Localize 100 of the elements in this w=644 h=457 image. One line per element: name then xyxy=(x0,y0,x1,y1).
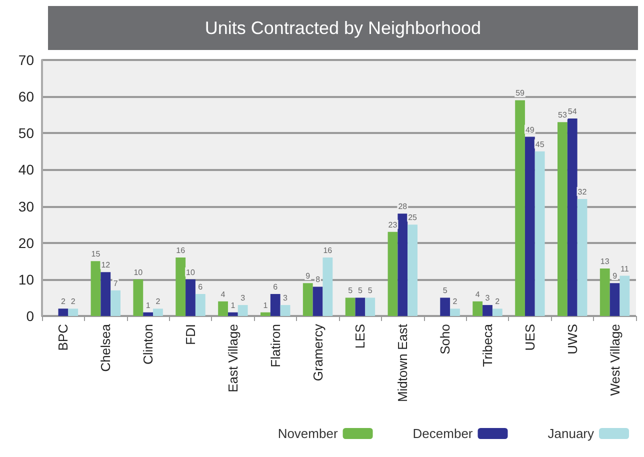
bar xyxy=(195,294,206,316)
x-tick-label: Midtown East xyxy=(395,324,410,402)
bar xyxy=(515,100,525,316)
y-tick-label: 40 xyxy=(18,162,34,178)
x-tick-label: FDI xyxy=(183,324,198,345)
bar xyxy=(312,286,323,316)
bar xyxy=(450,308,460,316)
y-tick-label: 20 xyxy=(18,234,34,251)
legend-label: November xyxy=(278,426,338,441)
bar xyxy=(238,305,248,316)
data-label: 5 xyxy=(358,286,363,296)
bar xyxy=(398,214,408,316)
x-tick-label: Gramercy xyxy=(310,324,326,382)
data-label: 5 xyxy=(442,286,448,296)
data-label: 6 xyxy=(273,282,278,292)
bar xyxy=(270,294,280,316)
data-label: 1 xyxy=(230,300,236,310)
data-label: 54 xyxy=(568,107,578,116)
data-label: 25 xyxy=(408,213,418,222)
x-tick-label: UWS xyxy=(564,324,580,354)
y-tick-label: 0 xyxy=(26,308,34,324)
data-label: 6 xyxy=(198,282,204,292)
bar xyxy=(176,257,186,316)
bar xyxy=(610,283,620,316)
legend-label: January xyxy=(548,426,594,441)
data-label: 9 xyxy=(306,272,311,281)
bar xyxy=(408,224,418,316)
x-tick-label: LES xyxy=(352,324,368,349)
data-label: 2 xyxy=(156,297,161,306)
chart-title: Units Contracted by Neighborhood xyxy=(48,6,638,50)
bar xyxy=(68,308,78,316)
data-label: 16 xyxy=(176,246,186,255)
data-label: 10 xyxy=(186,268,196,277)
data-label: 3 xyxy=(240,294,246,303)
data-label: 9 xyxy=(612,272,618,281)
data-label: 15 xyxy=(91,250,101,259)
bar xyxy=(440,298,450,316)
bar xyxy=(365,298,376,316)
data-label: 11 xyxy=(620,264,630,274)
bar xyxy=(322,257,333,316)
data-label: 53 xyxy=(558,110,568,120)
bar xyxy=(110,290,120,316)
bar xyxy=(524,136,535,316)
data-label: 5 xyxy=(348,286,354,296)
data-label: 2 xyxy=(452,297,458,306)
data-label: 4 xyxy=(220,290,226,299)
data-label: 1 xyxy=(263,300,268,310)
bar xyxy=(558,122,568,316)
bar xyxy=(58,308,68,316)
bar xyxy=(534,151,545,316)
x-tick-label: Clinton xyxy=(140,324,156,364)
data-label: 12 xyxy=(101,260,111,270)
data-label: 32 xyxy=(578,187,588,196)
x-tick-label: East Village xyxy=(225,324,240,392)
bar xyxy=(567,118,578,316)
data-label: 45 xyxy=(535,140,545,149)
bar xyxy=(355,298,366,316)
bar xyxy=(90,261,101,316)
x-tick-label: Tribeca xyxy=(480,323,495,367)
bar xyxy=(186,279,196,316)
bar xyxy=(280,305,290,316)
x-tick-label: Chelsea xyxy=(98,323,114,372)
x-tick-label: BPC xyxy=(56,324,71,351)
y-tick-label: 30 xyxy=(18,198,34,214)
bar xyxy=(577,198,588,316)
data-label: 3 xyxy=(283,294,288,303)
data-label: 8 xyxy=(316,275,321,284)
bar xyxy=(620,276,630,316)
data-label: 59 xyxy=(516,88,526,98)
bar xyxy=(492,308,502,316)
x-tick-label: Soho xyxy=(438,324,453,354)
y-tick-label: 50 xyxy=(18,125,34,142)
bar xyxy=(143,312,154,316)
bar xyxy=(260,312,270,316)
data-label: 2 xyxy=(495,297,500,306)
y-tick-label: 60 xyxy=(18,88,34,105)
bar xyxy=(482,305,492,316)
data-label: 49 xyxy=(525,125,535,134)
data-label: 10 xyxy=(134,268,144,277)
bar xyxy=(218,301,228,316)
data-label: 3 xyxy=(485,294,490,303)
bar xyxy=(133,279,144,316)
data-label: 23 xyxy=(388,220,398,230)
data-label: 1 xyxy=(146,300,151,310)
data-label: 7 xyxy=(113,278,118,288)
bar xyxy=(388,232,398,316)
bar xyxy=(345,298,356,316)
y-tick-label: 10 xyxy=(18,271,34,288)
y-tick-label: 70 xyxy=(18,52,34,68)
data-label: 13 xyxy=(600,256,610,266)
bar xyxy=(153,308,163,316)
data-label: 28 xyxy=(398,202,408,212)
x-tick-label: West Village xyxy=(607,324,622,396)
bar xyxy=(100,272,111,316)
data-label: 16 xyxy=(323,246,333,255)
bar xyxy=(302,283,313,316)
x-tick-label: Flatiron xyxy=(268,324,283,368)
data-label: 5 xyxy=(368,286,373,296)
data-label: 4 xyxy=(475,290,480,299)
x-tick-label: UES xyxy=(522,324,538,351)
